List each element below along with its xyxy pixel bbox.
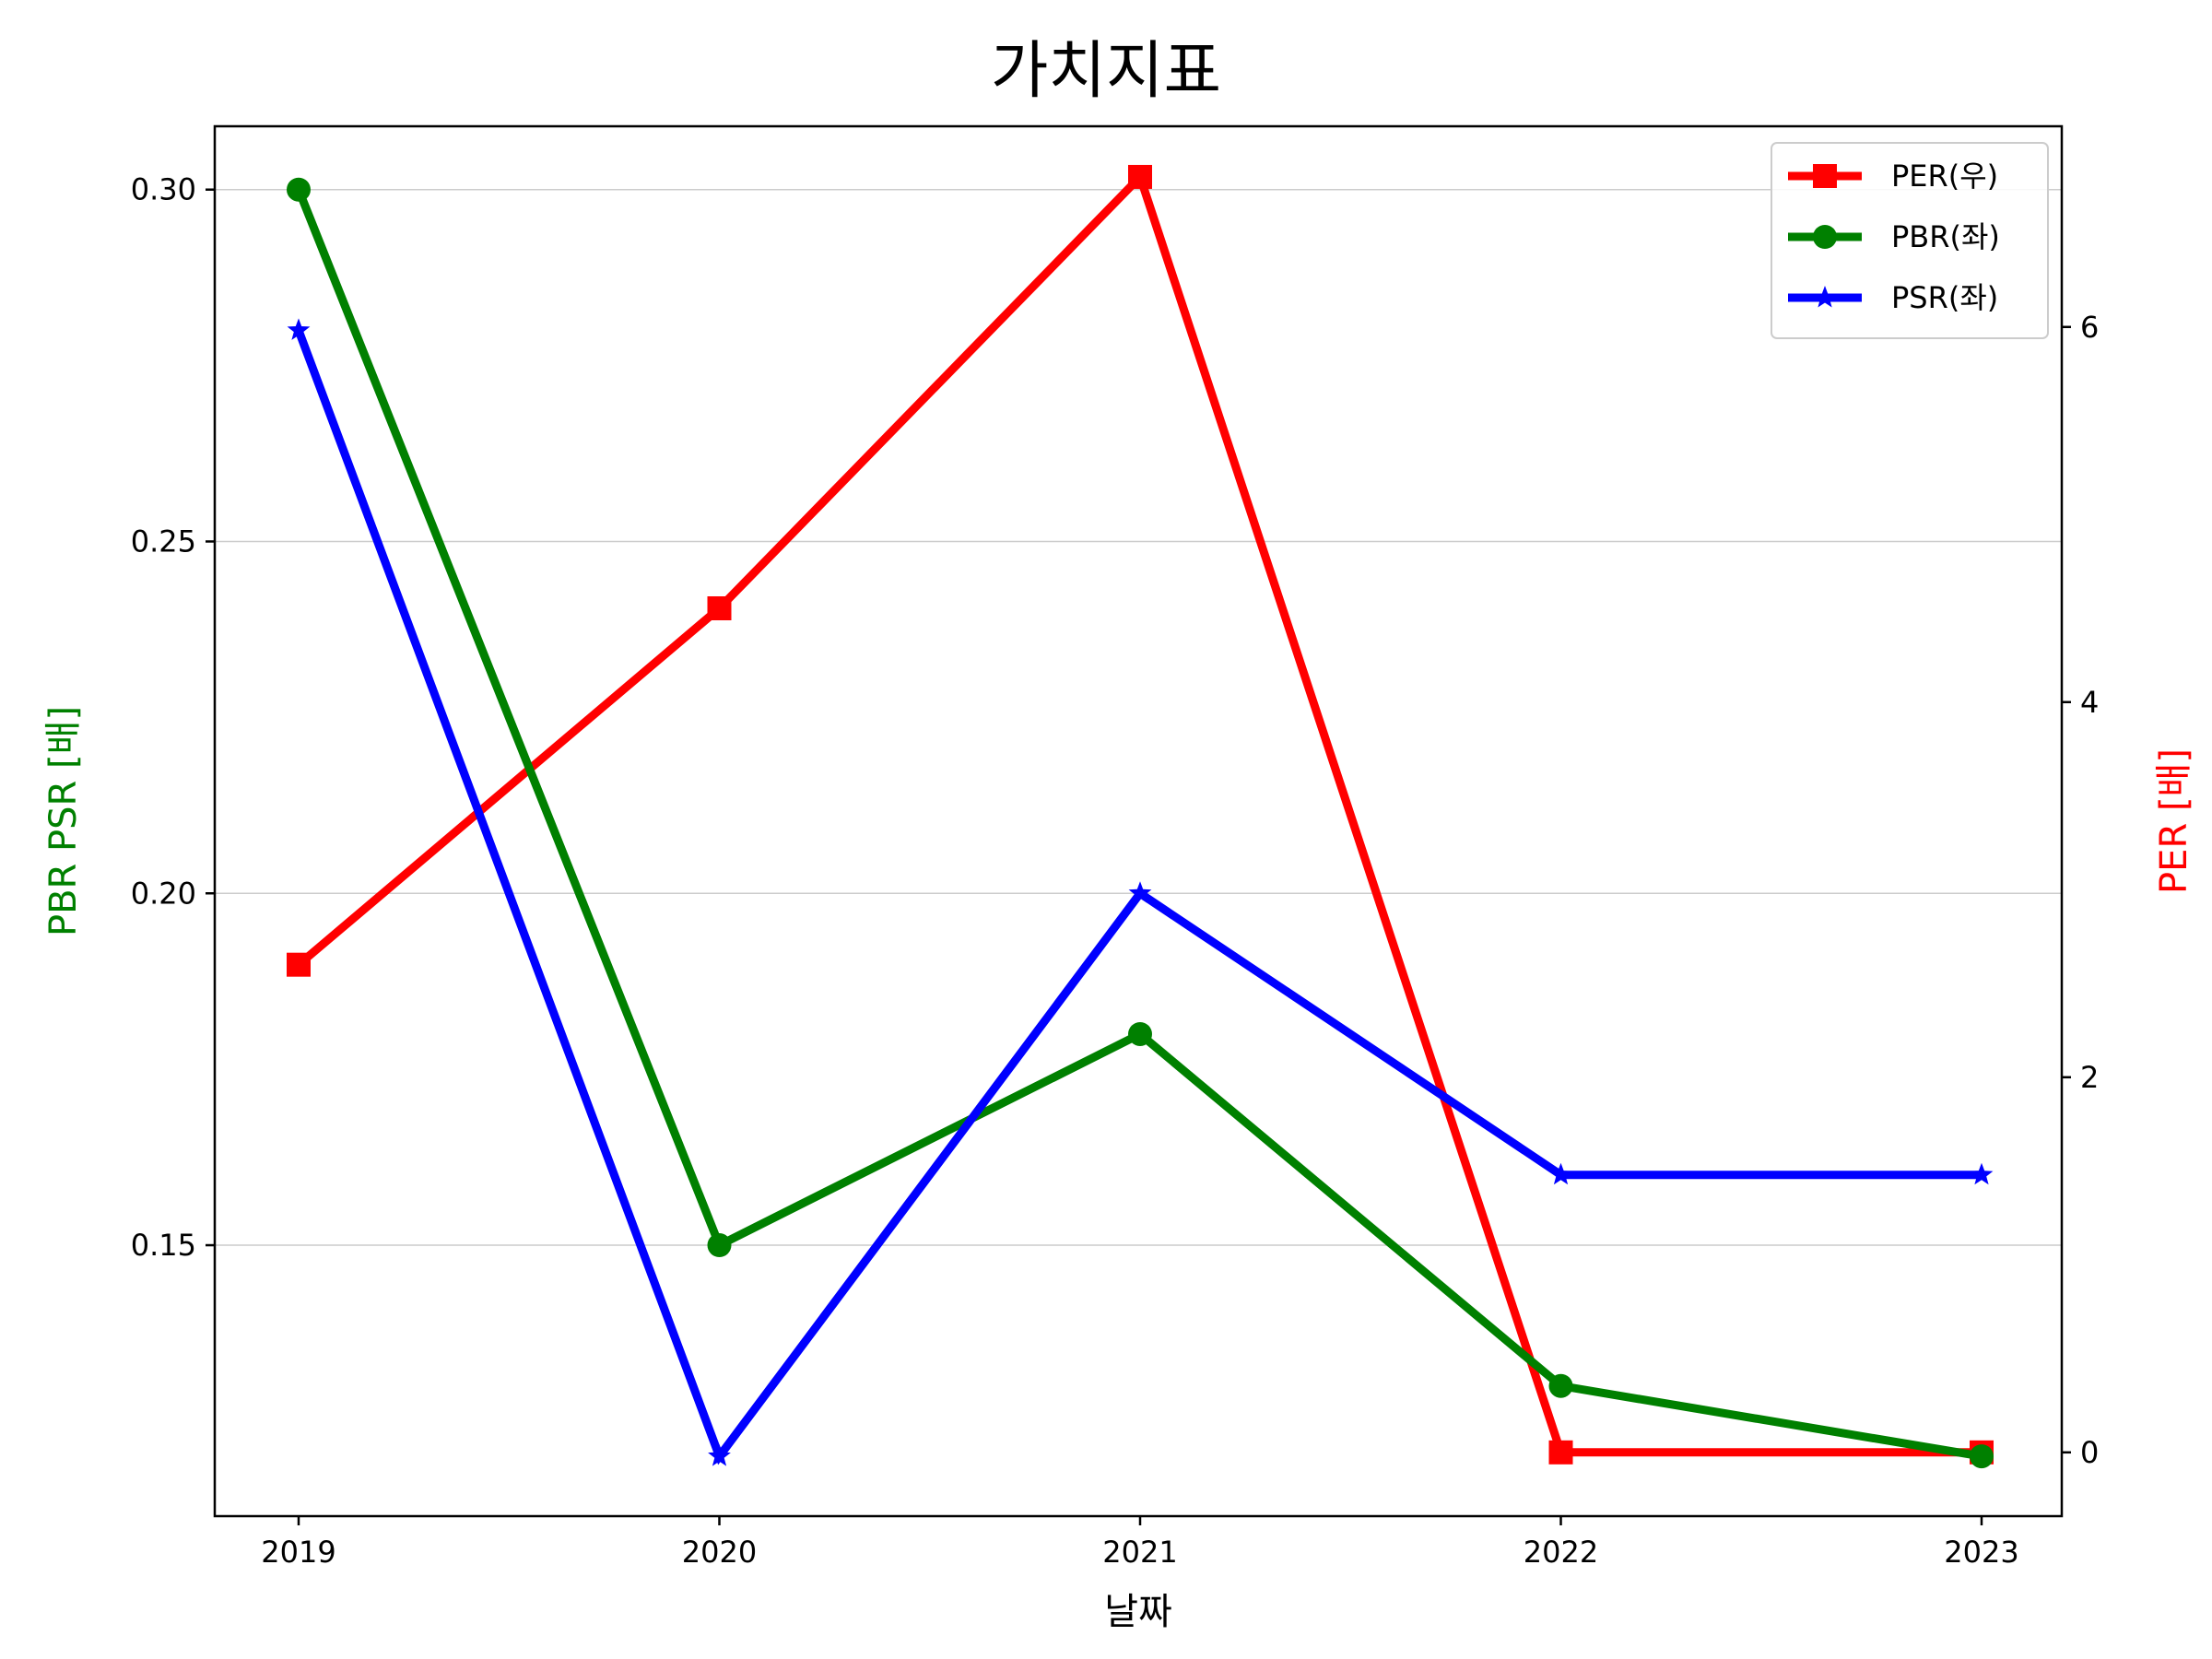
legend-item-per: PER(우) xyxy=(1788,159,1998,194)
data-point-psr xyxy=(1970,1162,1994,1185)
data-point-per xyxy=(707,596,732,621)
data-point-pbr xyxy=(1548,1373,1573,1398)
legend-item-pbr: PBR(좌) xyxy=(1788,219,2000,254)
right-y-tick-label: 0 xyxy=(2080,1435,2099,1470)
left-y-tick-label: 0.15 xyxy=(131,1228,196,1263)
plot-frame xyxy=(213,124,2064,1518)
right-y-tick-label: 2 xyxy=(2080,1060,2099,1095)
data-point-per xyxy=(1128,164,1152,189)
data-point-pbr xyxy=(1128,1021,1152,1046)
data-point-pbr xyxy=(1970,1444,1994,1469)
x-tick-label: 2019 xyxy=(261,1535,335,1570)
series-layer xyxy=(287,164,1994,1469)
x-tick-label: 2023 xyxy=(1944,1535,2018,1570)
right-y-axis: 0 2 4 6 xyxy=(2062,310,2099,1470)
data-point-psr xyxy=(1128,881,1152,903)
x-tick-label: 2021 xyxy=(1102,1535,1177,1570)
series-psr xyxy=(287,318,1994,1466)
legend: PER(우) PBR(좌) PSR(좌) xyxy=(1771,142,2049,339)
right-y-axis-label: PER [배] xyxy=(2153,748,2195,894)
legend-swatch-marker xyxy=(1813,164,1837,188)
x-tick-label: 2020 xyxy=(682,1535,757,1570)
legend-box xyxy=(1771,142,2049,339)
data-point-psr xyxy=(708,1444,731,1466)
x-tick-label: 2022 xyxy=(1524,1535,1598,1570)
legend-label: PER(우) xyxy=(1891,159,1998,194)
data-point-psr xyxy=(287,318,311,340)
right-y-tick-label: 6 xyxy=(2080,310,2099,345)
left-y-axis-label: PBR PSR [배] xyxy=(42,706,85,936)
chart-title: 가치지표 xyxy=(991,35,1221,108)
left-y-axis: 0.15 0.20 0.25 0.30 xyxy=(131,172,215,1263)
legend-swatch-marker xyxy=(1813,225,1837,249)
data-point-psr xyxy=(1549,1162,1572,1185)
legend-item-psr: PSR(좌) xyxy=(1788,280,1998,315)
series-pbr xyxy=(287,177,1994,1469)
data-point-per xyxy=(287,952,311,977)
right-y-tick-label: 4 xyxy=(2080,685,2099,720)
data-point-per xyxy=(1548,1440,1573,1465)
legend-label: PBR(좌) xyxy=(1891,219,2000,254)
left-y-tick-label: 0.20 xyxy=(131,876,196,911)
x-axis-label: 날짜 xyxy=(1104,1591,1172,1633)
legend-label: PSR(좌) xyxy=(1891,280,1998,315)
data-point-pbr xyxy=(707,1233,732,1258)
left-y-tick-label: 0.25 xyxy=(131,524,196,559)
x-axis: 2019 2020 2021 2022 2023 xyxy=(261,1516,2019,1570)
left-y-tick-label: 0.30 xyxy=(131,172,196,207)
data-point-pbr xyxy=(287,177,311,202)
legend-swatch-marker xyxy=(1813,286,1837,308)
